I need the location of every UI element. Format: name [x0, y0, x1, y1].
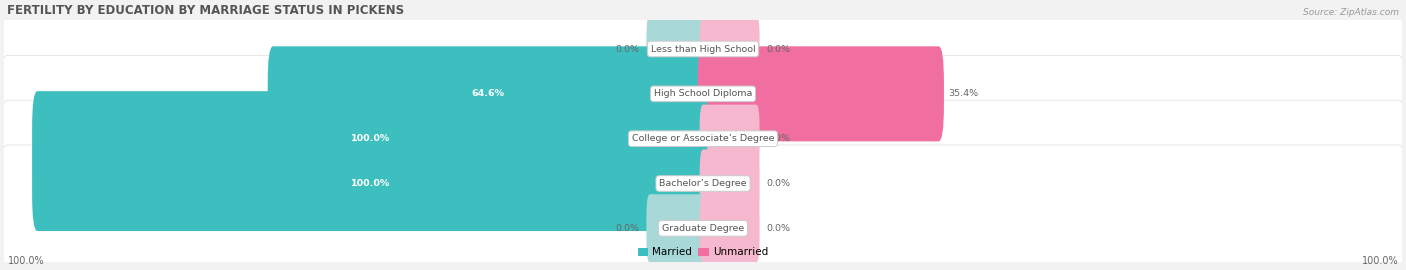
- Text: FERTILITY BY EDUCATION BY MARRIAGE STATUS IN PICKENS: FERTILITY BY EDUCATION BY MARRIAGE STATU…: [7, 4, 405, 17]
- Text: Bachelor’s Degree: Bachelor’s Degree: [659, 179, 747, 188]
- FancyBboxPatch shape: [647, 15, 706, 83]
- FancyBboxPatch shape: [0, 145, 1406, 270]
- Text: Source: ZipAtlas.com: Source: ZipAtlas.com: [1302, 8, 1399, 17]
- Text: 100.0%: 100.0%: [350, 134, 389, 143]
- FancyBboxPatch shape: [700, 15, 759, 83]
- FancyBboxPatch shape: [0, 55, 1406, 222]
- Text: Less than High School: Less than High School: [651, 45, 755, 53]
- FancyBboxPatch shape: [0, 11, 1406, 177]
- Text: 35.4%: 35.4%: [949, 89, 979, 98]
- Text: 0.0%: 0.0%: [766, 45, 790, 53]
- Text: 0.0%: 0.0%: [766, 224, 790, 233]
- Text: College or Associate’s Degree: College or Associate’s Degree: [631, 134, 775, 143]
- FancyBboxPatch shape: [697, 46, 943, 141]
- FancyBboxPatch shape: [700, 104, 759, 173]
- Text: 100.0%: 100.0%: [350, 179, 389, 188]
- FancyBboxPatch shape: [0, 0, 1406, 132]
- FancyBboxPatch shape: [32, 91, 709, 186]
- Text: Graduate Degree: Graduate Degree: [662, 224, 744, 233]
- Text: 64.6%: 64.6%: [471, 89, 505, 98]
- Text: 0.0%: 0.0%: [616, 45, 640, 53]
- Text: High School Diploma: High School Diploma: [654, 89, 752, 98]
- Text: 0.0%: 0.0%: [766, 134, 790, 143]
- Legend: Married, Unmarried: Married, Unmarried: [634, 243, 772, 262]
- Text: 100.0%: 100.0%: [1362, 256, 1399, 266]
- Text: 100.0%: 100.0%: [7, 256, 44, 266]
- FancyBboxPatch shape: [0, 100, 1406, 267]
- FancyBboxPatch shape: [32, 136, 709, 231]
- FancyBboxPatch shape: [700, 149, 759, 218]
- Text: 0.0%: 0.0%: [766, 179, 790, 188]
- FancyBboxPatch shape: [267, 46, 709, 141]
- FancyBboxPatch shape: [700, 194, 759, 262]
- FancyBboxPatch shape: [647, 194, 706, 262]
- Text: 0.0%: 0.0%: [616, 224, 640, 233]
